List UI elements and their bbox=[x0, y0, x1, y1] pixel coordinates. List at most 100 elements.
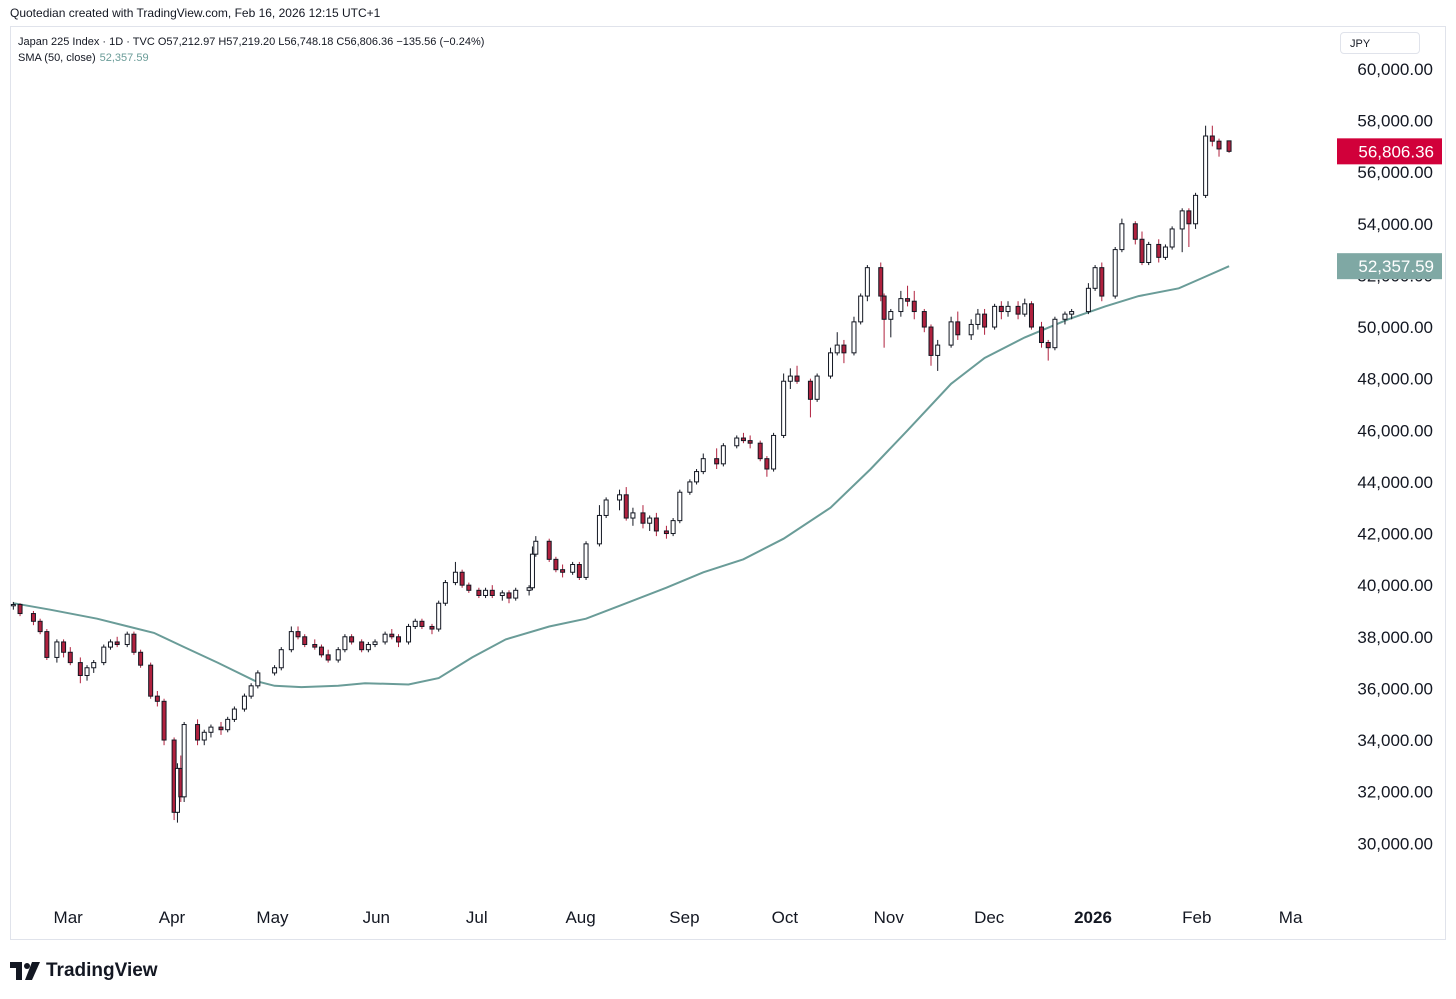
candle bbox=[911, 290, 917, 320]
candle bbox=[10, 601, 16, 610]
candle-body bbox=[107, 641, 113, 648]
candle-body bbox=[623, 494, 629, 519]
candle bbox=[714, 448, 720, 469]
candle bbox=[553, 556, 559, 573]
candle bbox=[807, 378, 813, 418]
x-tick-label: Feb bbox=[1182, 908, 1211, 927]
candle bbox=[30, 610, 36, 626]
candle-body bbox=[888, 311, 894, 320]
candle-body bbox=[1216, 140, 1222, 150]
candle bbox=[935, 339, 941, 371]
candle-body bbox=[955, 321, 961, 336]
candle bbox=[1156, 239, 1162, 263]
candle-body bbox=[295, 631, 301, 638]
candle-body bbox=[928, 326, 934, 356]
candle bbox=[921, 308, 927, 333]
candle bbox=[77, 657, 83, 684]
candle-body bbox=[442, 582, 448, 604]
brand-name: TradingView bbox=[46, 960, 158, 981]
y-tick-label: 58,000.00 bbox=[1357, 112, 1433, 131]
candle bbox=[858, 293, 864, 325]
y-tick-label: 54,000.00 bbox=[1357, 215, 1433, 234]
candle bbox=[1052, 316, 1058, 351]
candle bbox=[740, 432, 746, 444]
candle bbox=[218, 721, 224, 735]
candle bbox=[546, 538, 552, 562]
candle bbox=[814, 373, 820, 402]
candle-body bbox=[841, 344, 847, 354]
candle-body bbox=[10, 604, 16, 607]
candle bbox=[992, 303, 998, 330]
x-tick-label: Jul bbox=[466, 908, 488, 927]
candle bbox=[596, 505, 602, 547]
candle-body bbox=[781, 380, 787, 436]
candle bbox=[771, 432, 777, 472]
candle-body bbox=[694, 471, 700, 483]
candle bbox=[325, 649, 331, 663]
candle bbox=[248, 683, 254, 699]
candle-body bbox=[764, 458, 770, 470]
x-tick-label: Jun bbox=[363, 908, 390, 927]
candle-body bbox=[864, 267, 870, 297]
candle-body bbox=[91, 662, 97, 669]
candle bbox=[476, 587, 482, 599]
candle bbox=[841, 339, 847, 364]
candle bbox=[372, 639, 378, 648]
candle-body bbox=[241, 695, 247, 710]
x-tick-label: Dec bbox=[974, 908, 1005, 927]
candle-body bbox=[513, 589, 519, 599]
y-tick-label: 42,000.00 bbox=[1357, 525, 1433, 544]
candle bbox=[1099, 262, 1105, 302]
candle-body bbox=[1179, 210, 1185, 230]
candle bbox=[834, 332, 840, 356]
candle-body bbox=[975, 313, 981, 325]
candle-body bbox=[881, 295, 887, 320]
y-axis[interactable]: 60,000.0058,000.0056,000.0054,000.0052,0… bbox=[1357, 60, 1433, 853]
candle-body bbox=[998, 305, 1004, 313]
candle-body bbox=[406, 625, 412, 643]
candle bbox=[864, 265, 870, 302]
candle bbox=[349, 634, 355, 645]
candle bbox=[429, 623, 435, 635]
candle-body bbox=[278, 649, 284, 669]
candle-body bbox=[529, 553, 535, 589]
candle-body bbox=[312, 644, 318, 648]
ohlc-readout: Japan 225 Index · 1D · TVC O57,212.97 H5… bbox=[18, 36, 485, 48]
candle-body bbox=[325, 654, 331, 661]
candle bbox=[288, 626, 294, 653]
candle bbox=[700, 453, 706, 475]
x-tick-label: Oct bbox=[772, 908, 799, 927]
candle bbox=[1015, 301, 1021, 320]
candle-body bbox=[787, 375, 793, 382]
candle bbox=[955, 311, 961, 340]
candle bbox=[757, 440, 763, 462]
candle bbox=[131, 631, 137, 655]
candle-body bbox=[218, 726, 224, 731]
candle-body bbox=[533, 540, 539, 555]
candle bbox=[747, 435, 753, 449]
candle-body bbox=[506, 592, 512, 599]
currency-selector[interactable]: JPY bbox=[1340, 32, 1420, 54]
last-price-label-bg bbox=[1337, 138, 1442, 165]
candle bbox=[781, 373, 787, 439]
candle bbox=[1186, 208, 1192, 248]
candle bbox=[101, 644, 107, 666]
candle bbox=[640, 505, 646, 529]
candle-body bbox=[382, 633, 388, 643]
candle-body bbox=[101, 646, 107, 664]
candle bbox=[483, 587, 489, 599]
candle bbox=[1062, 311, 1068, 325]
candle bbox=[459, 569, 465, 588]
x-tick-label: 2026 bbox=[1074, 908, 1112, 927]
candle bbox=[670, 518, 676, 537]
candle bbox=[419, 618, 425, 630]
candle-body bbox=[878, 267, 884, 297]
candle bbox=[302, 634, 308, 648]
candle bbox=[231, 706, 237, 722]
candle-body bbox=[349, 636, 355, 643]
x-axis[interactable]: Mar Apr May Jun Jul Aug Sep Oct Nov Dec 2026 Feb Ma bbox=[54, 908, 1303, 927]
y-tick-label: 46,000.00 bbox=[1357, 421, 1433, 440]
last-price-label: 56,806.36 bbox=[1337, 138, 1442, 165]
candle bbox=[225, 716, 231, 733]
